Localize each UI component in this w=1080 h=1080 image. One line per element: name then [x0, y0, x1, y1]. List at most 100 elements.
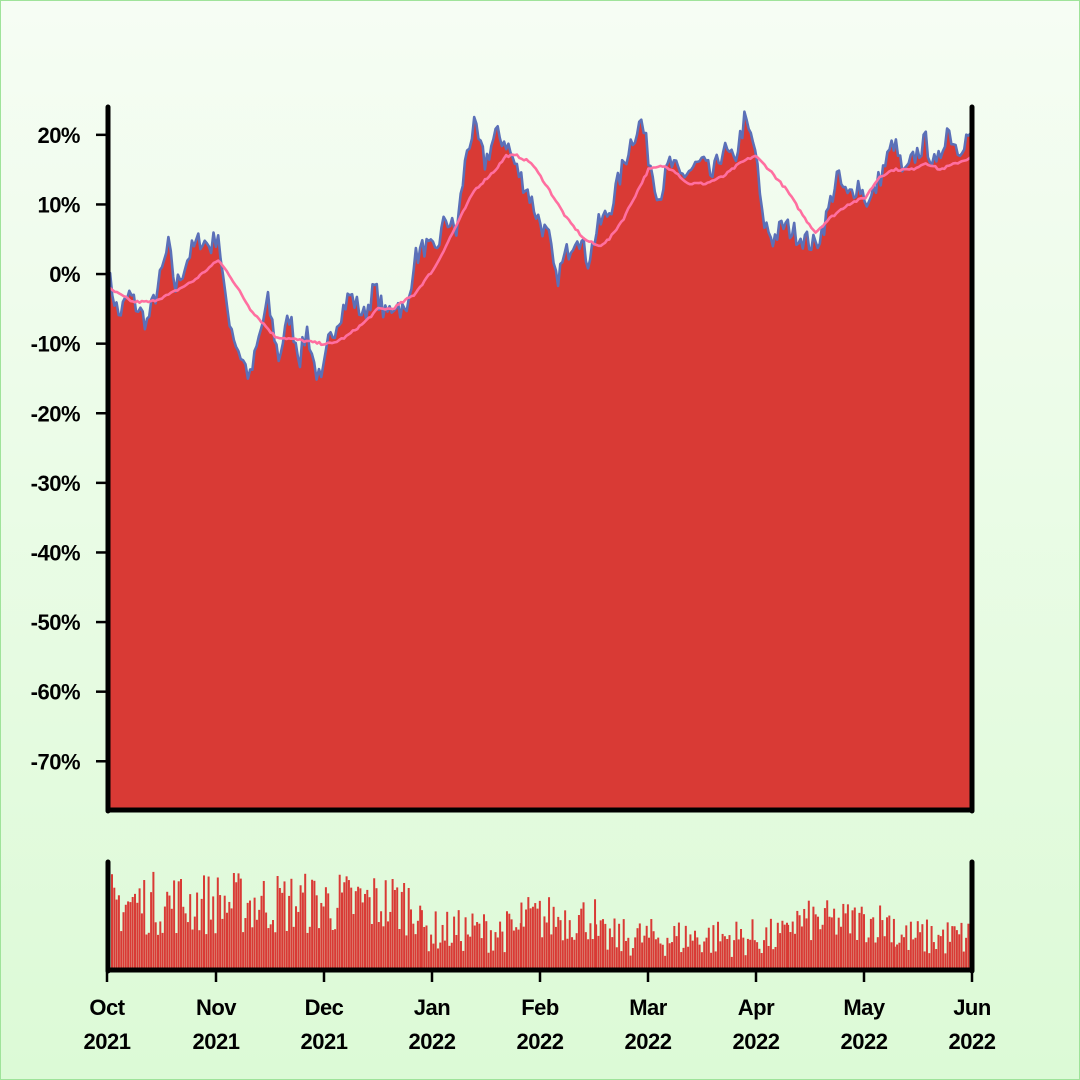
volume-bar — [232, 873, 235, 970]
volume-bar — [345, 876, 348, 970]
volume-bar — [499, 921, 502, 970]
volume-bar — [819, 929, 822, 970]
volume-panel — [105, 859, 975, 974]
volume-bar — [944, 953, 947, 970]
volume-bar — [965, 937, 968, 970]
volume-bar — [828, 916, 831, 970]
volume-bar — [898, 942, 901, 970]
volume-bar — [664, 955, 667, 970]
x-tick-month: Nov — [196, 995, 237, 1020]
volume-bar — [380, 911, 383, 970]
volume-bar — [798, 915, 801, 970]
volume-bar — [659, 943, 662, 970]
volume-bar — [561, 940, 564, 970]
volume-bar — [534, 903, 537, 970]
volume-bar — [501, 931, 504, 970]
volume-bar — [876, 937, 879, 970]
volume-bar — [482, 914, 485, 970]
x-tick-month: May — [843, 995, 886, 1020]
volume-bar — [150, 892, 153, 970]
volume-bar — [742, 937, 745, 970]
volume-bar — [564, 910, 567, 970]
volume-bar — [439, 942, 442, 970]
x-tick-month: Mar — [629, 995, 668, 1020]
volume-bar — [928, 953, 931, 970]
volume-bar — [694, 930, 697, 970]
volume-bar — [696, 937, 699, 970]
volume-bar — [341, 892, 343, 970]
volume-bar — [611, 937, 614, 970]
y-tick-label: -30% — [31, 471, 80, 496]
volume-bar — [566, 938, 569, 970]
volume-bar — [783, 924, 786, 970]
volume-bar — [480, 938, 483, 970]
volume-bar — [571, 937, 574, 970]
volume-bar — [930, 926, 933, 970]
volume-bar — [869, 918, 872, 970]
x-tick-month: Jun — [953, 995, 991, 1020]
x-tick-month: Jan — [414, 995, 450, 1020]
volume-bar — [625, 941, 628, 970]
volume-bar — [485, 921, 488, 970]
volume-bar — [648, 937, 651, 970]
volume-bar — [863, 914, 866, 970]
volume-bar — [883, 936, 886, 970]
volume-bar — [650, 919, 653, 970]
volume-bar — [858, 912, 861, 970]
volume-bar — [682, 947, 685, 970]
volume-bar — [113, 887, 116, 970]
volume-bar — [620, 951, 623, 970]
volume-bar — [308, 926, 311, 970]
volume-bar — [629, 955, 632, 970]
volume-bar — [364, 893, 366, 970]
volume-bar — [189, 894, 192, 970]
volume-bar — [457, 910, 460, 970]
volume-bar — [568, 920, 571, 970]
y-tick-label: -10% — [31, 332, 80, 357]
volume-bar — [615, 947, 618, 970]
volume-bar — [193, 916, 196, 970]
volume-bar — [416, 920, 419, 970]
volume-bar — [473, 925, 476, 970]
volume-bar — [170, 908, 173, 970]
volume-bar — [552, 906, 555, 970]
volume-bar — [384, 880, 387, 970]
volume-bar — [420, 910, 423, 970]
volume-bar — [407, 887, 410, 970]
volume-bar — [835, 934, 838, 970]
volume-bar — [580, 908, 583, 970]
volume-bar — [260, 895, 263, 970]
volume-bar — [691, 940, 694, 970]
volume-bar — [216, 877, 219, 970]
volume-bar — [246, 902, 249, 970]
volume-bar — [872, 917, 875, 970]
volume-bar — [916, 921, 919, 970]
volume-bar — [597, 935, 600, 970]
volume-bar — [111, 874, 113, 970]
volume-bar — [446, 911, 449, 970]
volume-bar — [182, 906, 185, 970]
volume-bar — [478, 923, 481, 970]
volume-bar — [746, 938, 749, 970]
volume-bar — [508, 913, 511, 970]
volume-bar — [267, 928, 270, 970]
volume-bar — [587, 939, 590, 970]
volume-bar — [412, 923, 415, 970]
volume-bar — [744, 955, 747, 970]
volume-bar — [471, 913, 474, 970]
volume-bar — [536, 908, 539, 970]
volume-bar — [489, 930, 492, 970]
volume-bar — [334, 929, 337, 970]
volume-bar — [800, 926, 803, 970]
volume-bar — [893, 946, 896, 970]
y-tick-label: -70% — [31, 749, 80, 774]
volume-bar — [200, 898, 203, 970]
volume-bar — [735, 921, 738, 970]
volume-bar — [306, 932, 309, 970]
volume-bar — [515, 927, 518, 970]
volume-bar — [163, 906, 166, 970]
volume-bar — [842, 903, 845, 970]
volume-bar — [292, 926, 295, 970]
volume-bar — [892, 918, 895, 970]
x-tick-month: Oct — [89, 995, 125, 1020]
